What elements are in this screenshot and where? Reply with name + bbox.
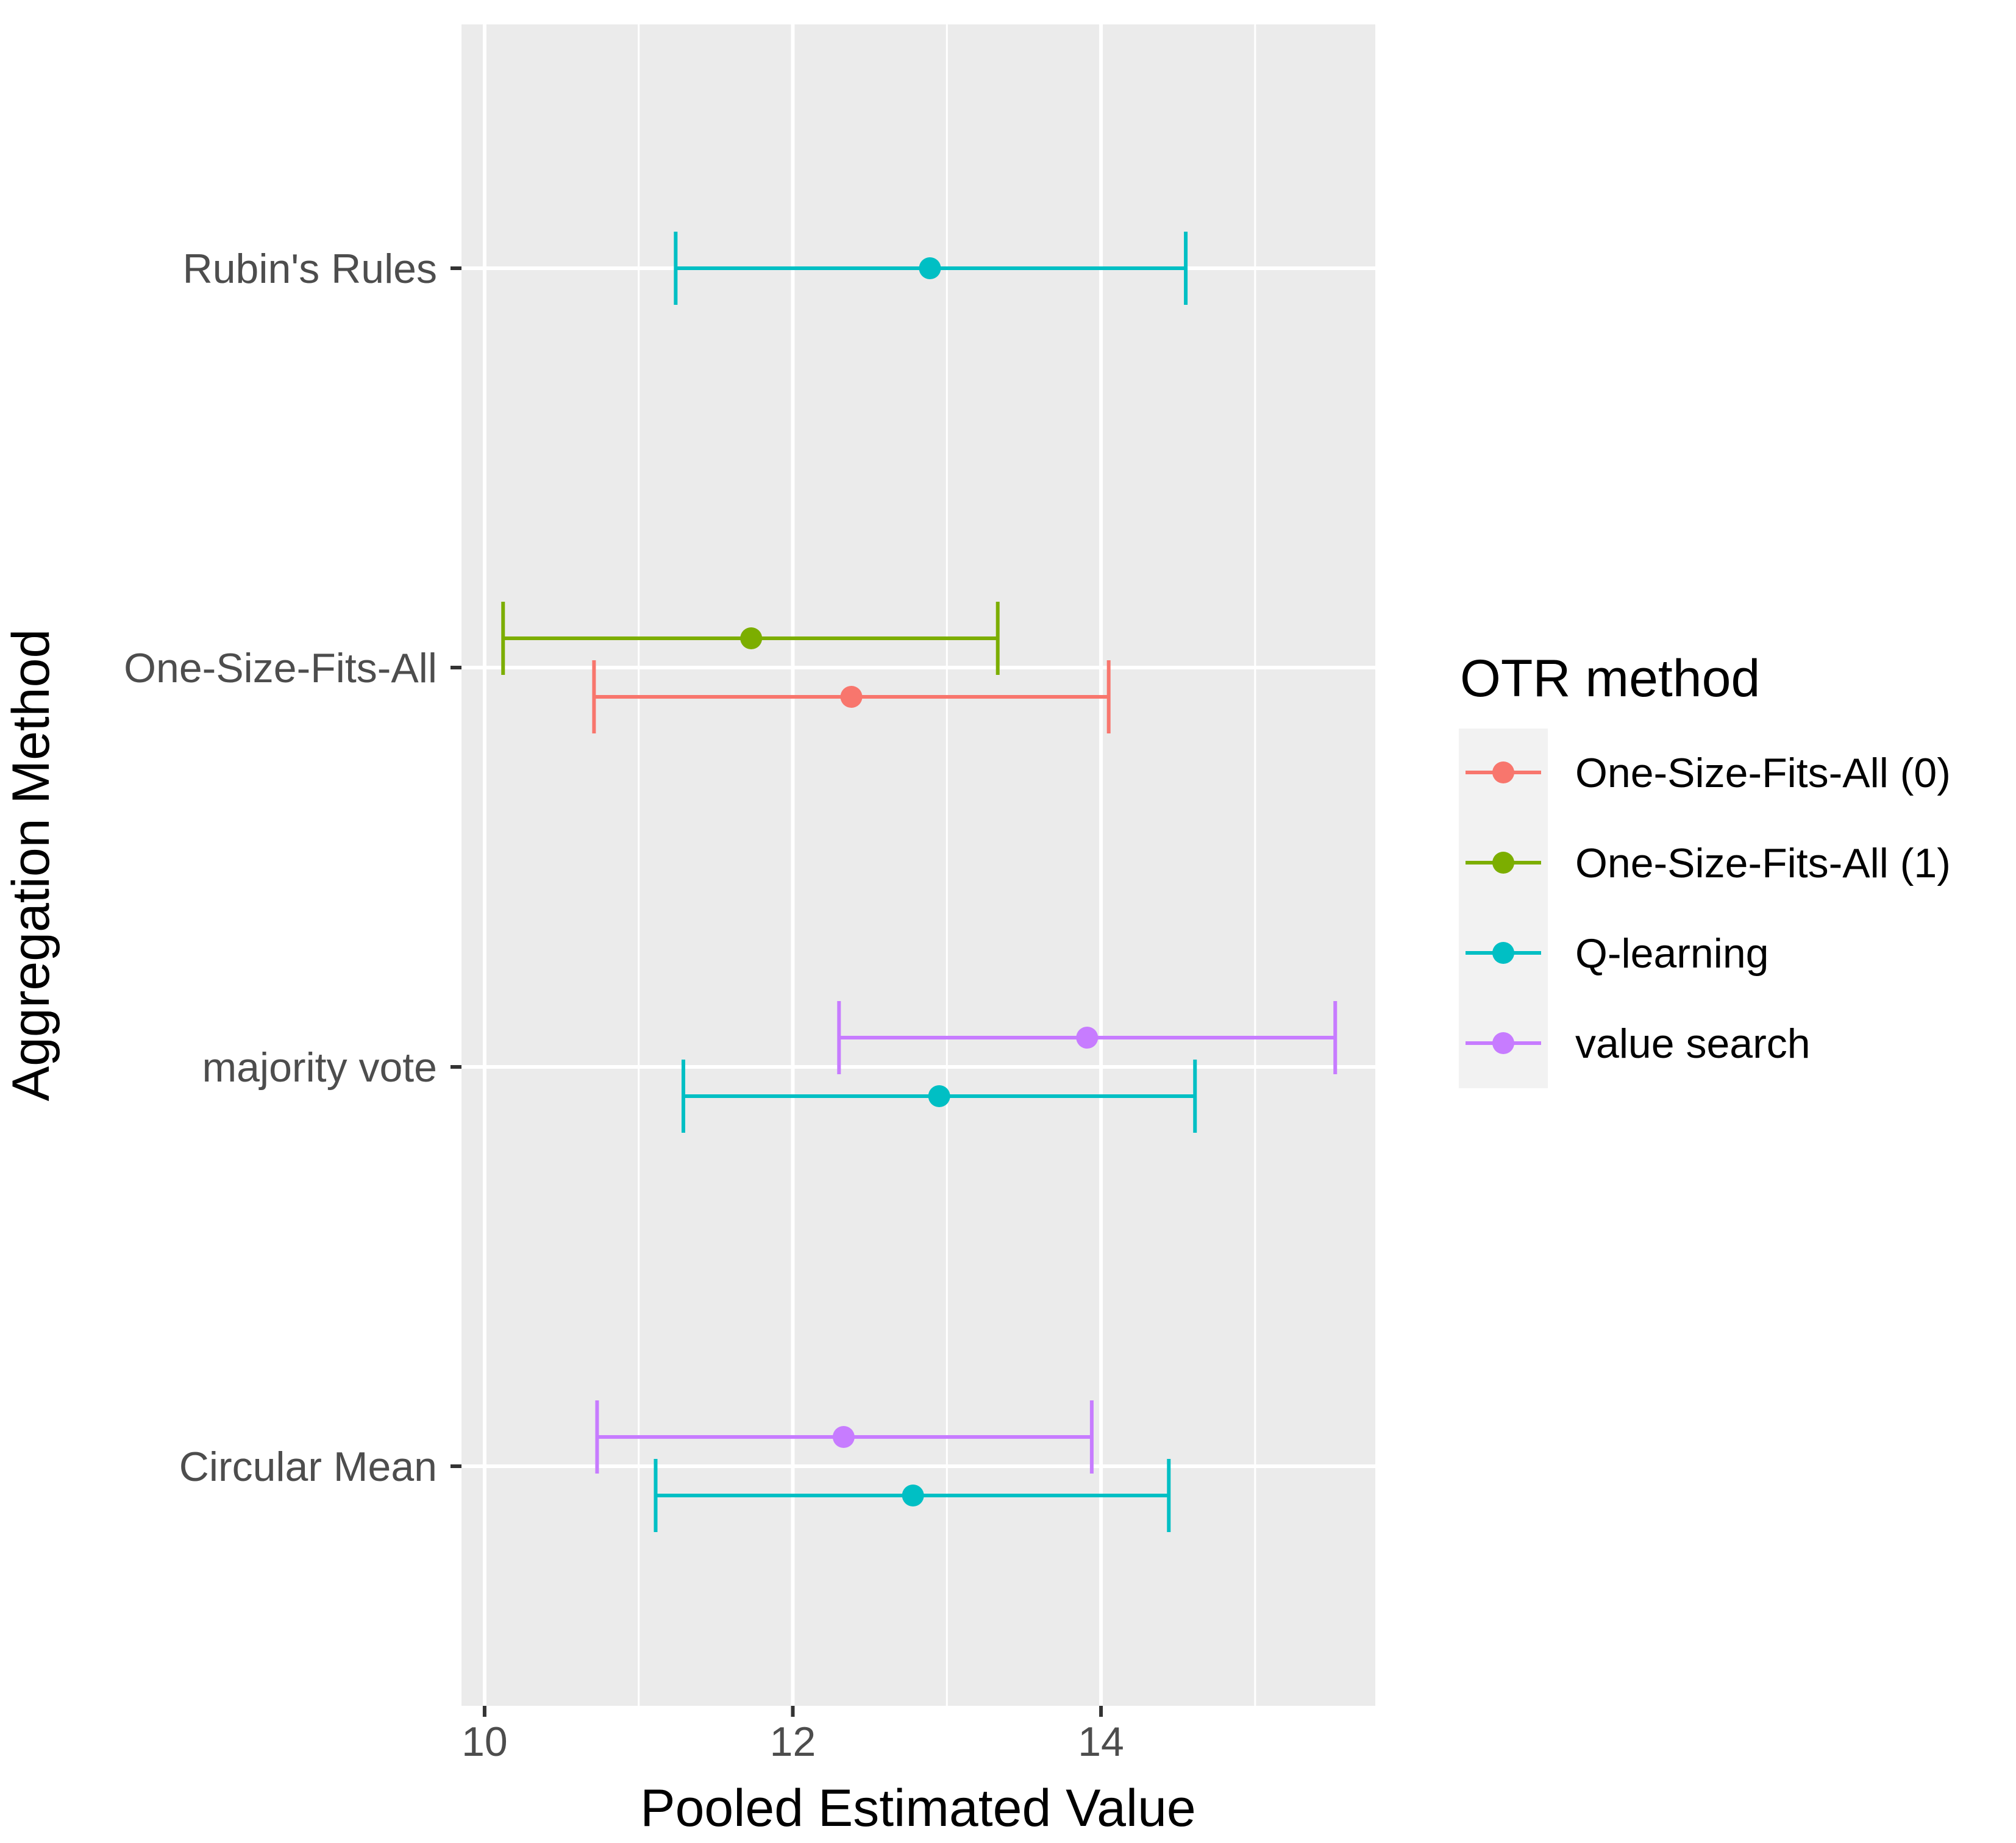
- errorbar-group: [674, 232, 1188, 305]
- legend-key-point: [1492, 1032, 1514, 1054]
- legend: One-Size-Fits-All (0) One-Size-Fits-All (…: [1459, 729, 1951, 1088]
- y-tick-label: One-Size-Fits-All: [124, 645, 437, 691]
- estimate-point: [1076, 1027, 1099, 1049]
- estimate-point: [832, 1426, 855, 1448]
- estimate-point: [740, 627, 763, 649]
- x-tick-label: 14: [1078, 1719, 1124, 1765]
- legend-entry: One-Size-Fits-All (0): [1466, 750, 1951, 796]
- legend-key-point: [1492, 761, 1514, 783]
- estimate-point: [902, 1485, 924, 1506]
- x-tick-label: 12: [770, 1719, 816, 1765]
- y-tick-label: Rubin's Rules: [183, 246, 437, 292]
- error-bars: [501, 232, 1337, 1532]
- legend-key-point: [1492, 852, 1514, 874]
- errorbar-group: [595, 1400, 1094, 1474]
- legend-entry: Q-learning: [1466, 930, 1769, 977]
- plot-panel: [461, 24, 1375, 1706]
- y-tick-label: Circular Mean: [179, 1444, 437, 1490]
- axes: 10 12 14 Rubin's Rules One-Size-Fits-All majo…: [124, 246, 1124, 1765]
- legend-key-background: [1459, 729, 1548, 1088]
- legend-label: value search: [1575, 1021, 1811, 1067]
- legend-label: Q-learning: [1575, 930, 1769, 977]
- errorbar-group: [592, 660, 1111, 733]
- legend-title: OTR method: [1460, 649, 1760, 708]
- legend-label: One-Size-Fits-All (1): [1575, 840, 1951, 886]
- estimate-point: [928, 1085, 950, 1107]
- errorbar-group: [837, 1001, 1337, 1074]
- errorbar-group: [501, 602, 1000, 675]
- errorbar-group: [654, 1459, 1171, 1532]
- x-tick-label: 10: [461, 1719, 508, 1765]
- estimate-point: [840, 686, 863, 708]
- errorbar-group: [682, 1060, 1197, 1133]
- legend-key-point: [1492, 942, 1514, 964]
- legend-entry: One-Size-Fits-All (1): [1466, 840, 1951, 886]
- y-tick-label: majority vote: [202, 1044, 437, 1091]
- estimate-point: [919, 257, 941, 279]
- x-axis-title: Pooled Estimated Value: [640, 1779, 1196, 1838]
- y-axis-title: Aggregation Method: [2, 629, 60, 1102]
- legend-label: One-Size-Fits-All (0): [1575, 750, 1951, 796]
- legend-entry: value search: [1466, 1021, 1811, 1067]
- grid-lines: [461, 24, 1375, 1706]
